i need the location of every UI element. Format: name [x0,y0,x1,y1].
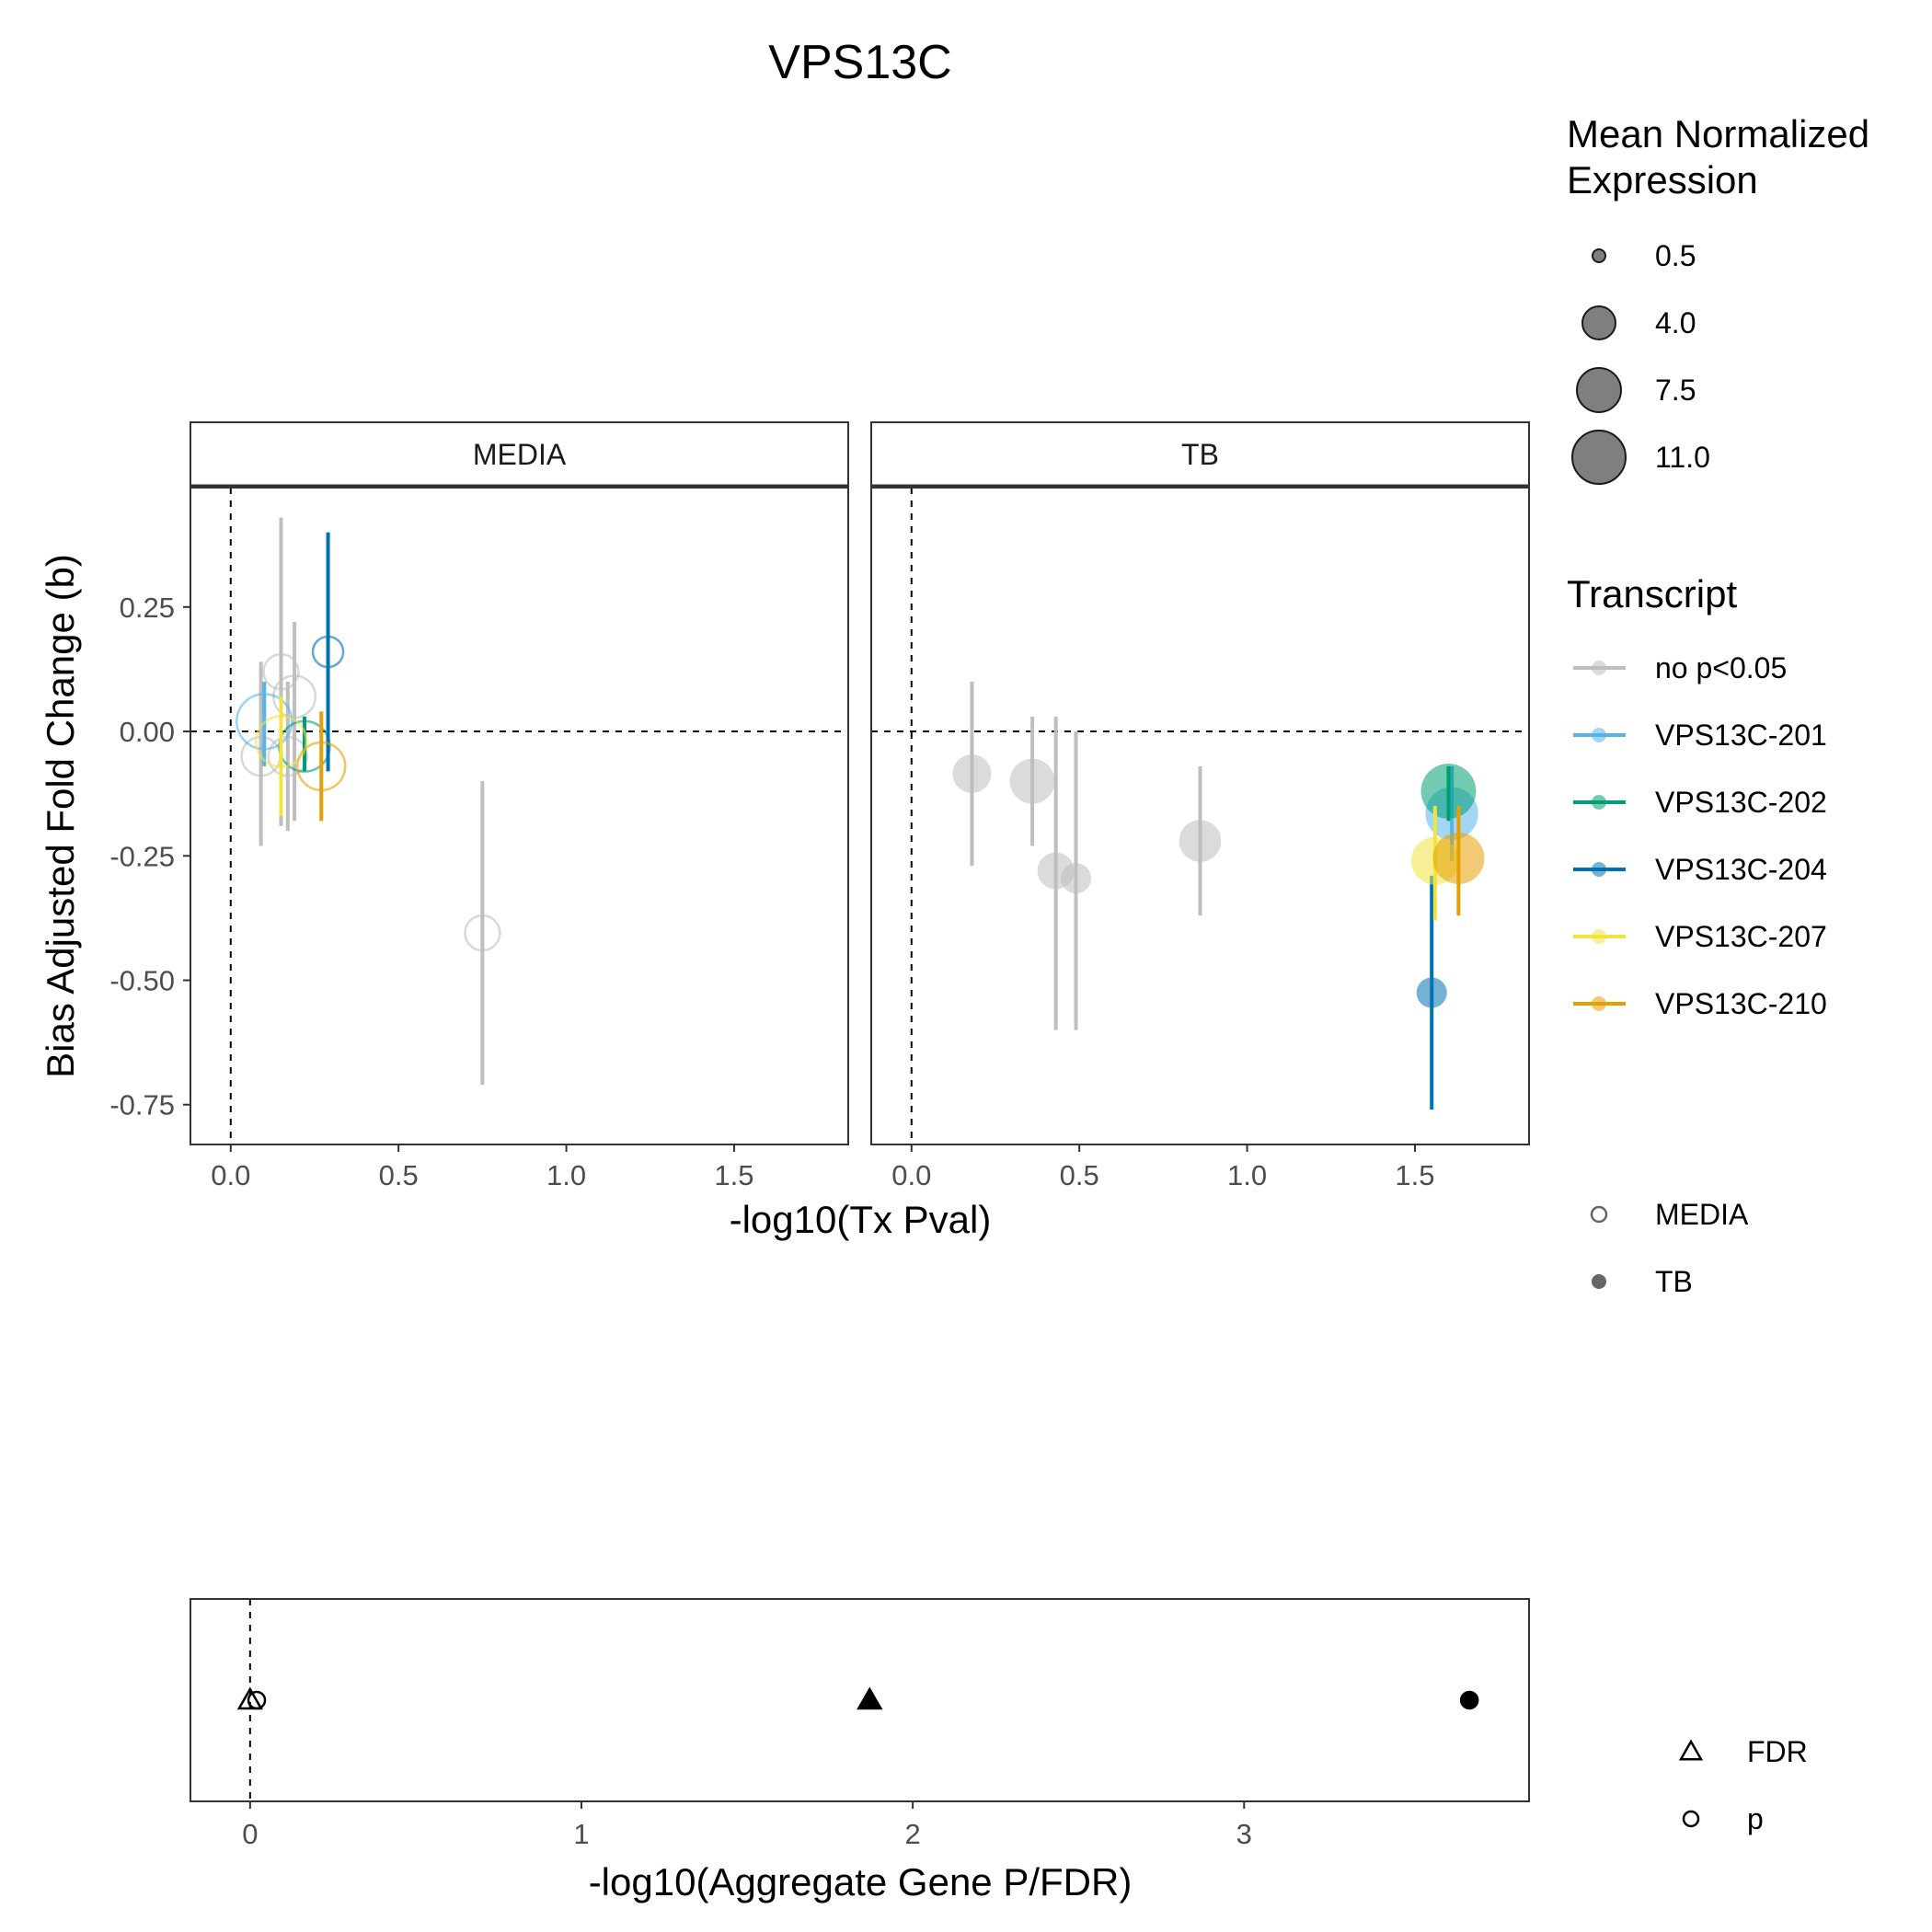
aggregate-point-circle [1459,1690,1479,1710]
x-tick-label: 0.5 [1060,1159,1099,1191]
data-point [296,741,347,792]
data-point-group [1416,875,1447,1110]
data-point-group [1432,806,1485,916]
stat-legend-key-circle [1682,1810,1700,1828]
facet-strip [870,421,1530,487]
data-point-group [1179,765,1222,916]
size-legend-key [1581,305,1616,340]
x-axis-title: -log10(Aggregate Gene P/FDR) [589,1860,1133,1903]
bottom-plot-area: 0 1 2 3 -log10(Aggregate Gene P/FDR) [190,1598,1530,1903]
top-plot-area: MEDIA 0.0 0.5 1.0 1.5 TB 0.0 0.5 1.0 1.5 0.25 0.00 -… [39,421,1530,1241]
stat-legend-key-triangle [1678,1739,1704,1761]
size-legend-key [1592,248,1606,263]
chart-title: VPS13C [768,36,951,89]
data-point-group [1009,716,1055,846]
data-point-group [1420,764,1477,822]
x-tick-label: 1.5 [714,1159,753,1191]
size-legend-label: 7.5 [1655,374,1696,407]
data-point [1432,832,1485,885]
data-point-group [1060,731,1092,1030]
data-point [262,652,300,691]
data-point [254,715,308,768]
aggregate-point-triangle [236,1686,263,1710]
data-point-group [254,696,308,816]
size-legend-label: 0.5 [1655,239,1696,272]
y-tick-label: -0.50 [109,965,175,997]
x-tick-label: 0.5 [379,1159,419,1191]
size-legend-key [1576,367,1622,413]
transcript-legend-point [1592,728,1606,742]
x-tick-label: 0.0 [891,1159,931,1191]
transcript-legend-label: VPS13C-201 [1655,719,1827,752]
condition-legend-key [1590,1205,1608,1224]
size-legend-label: 4.0 [1655,306,1696,339]
y-tick-label: 0.00 [120,716,175,748]
panel-border [870,487,1530,1145]
condition-legend-label: MEDIA [1655,1198,1749,1231]
data-point [1060,863,1092,894]
transcript-legend-label: VPS13C-204 [1655,853,1827,886]
y-tick-label: 0.25 [120,592,175,624]
facet-strip-label: TB [1181,438,1219,471]
transcript-legend-title: Transcript [1567,572,1737,615]
stat-legend-label: FDR [1747,1735,1808,1768]
aggregate-point-circle [247,1690,267,1710]
condition-legend-label: TB [1655,1265,1693,1298]
facet-strip [190,421,849,487]
size-legend-title: Mean Normalized [1567,112,1869,155]
x-tick-label: 1.0 [1227,1159,1267,1191]
x-tick-label: 1 [573,1818,589,1850]
y-tick-label: -0.25 [109,840,175,872]
panel-border [190,487,849,1145]
transcript-legend-point [1592,661,1606,675]
x-tick-label: 1.5 [1395,1159,1434,1191]
x-tick-label: 3 [1236,1818,1252,1850]
data-point [952,754,992,794]
transcript-legend-point [1592,929,1606,944]
transcript-legend-label: VPS13C-207 [1655,920,1827,953]
data-point-group [464,781,501,1086]
x-tick-label: 0 [242,1818,258,1850]
data-point-group [311,532,345,772]
transcript-legend-label: no p<0.05 [1655,651,1787,684]
data-point [311,635,345,669]
size-legend-label: 11.0 [1655,441,1710,474]
aggregate-point-triangle [857,1686,883,1710]
transcript-legend-point [1592,862,1606,877]
transcript-legend-label: VPS13C-210 [1655,987,1827,1020]
transcript-legend-label: VPS13C-202 [1655,786,1827,819]
facet-strip-label: MEDIA [473,438,567,471]
data-point [1009,758,1055,804]
y-axis-title: Bias Adjusted Fold Change (b) [39,554,82,1078]
x-axis-title: -log10(Tx Pval) [730,1198,992,1241]
x-tick-label: 0.0 [211,1159,250,1191]
data-point [1416,977,1447,1008]
x-tick-label: 2 [904,1818,920,1850]
facet-panel-media: MEDIA 0.0 0.5 1.0 1.5 [190,421,849,1191]
panel-border [190,1598,1530,1802]
data-point-group [296,711,347,822]
data-point [1179,820,1222,862]
condition-legend-key [1592,1274,1606,1289]
transcript-legend-point [1592,996,1606,1011]
y-tick-label: -0.75 [109,1089,175,1121]
data-point [236,693,293,751]
transcript-legend-point [1592,795,1606,810]
stat-legend-label: p [1747,1802,1764,1835]
x-tick-label: 1.0 [546,1159,586,1191]
size-legend-key [1571,430,1627,485]
data-point [1420,764,1477,819]
data-point-group [952,681,992,867]
facet-panel-tb: TB 0.0 0.5 1.0 1.5 [870,421,1530,1191]
size-legend-title: Expression [1567,158,1758,201]
data-point [464,914,501,952]
